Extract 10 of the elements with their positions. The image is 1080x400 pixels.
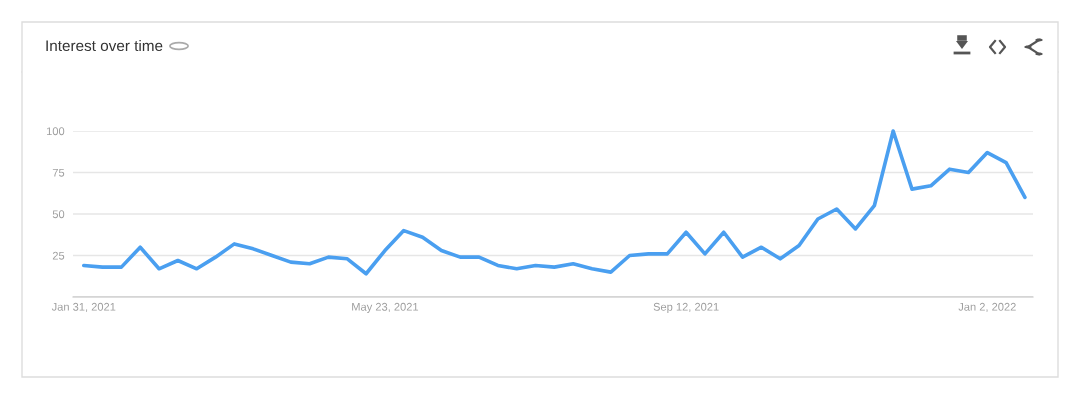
x-tick-label: Jan 31, 2021 (51, 302, 116, 313)
x-tick-label: Jan 2, 2022 (958, 302, 1016, 313)
y-tick-label: 50 (52, 210, 65, 219)
chart-title: Interest over time (46, 39, 163, 52)
line-series (81, 129, 1027, 276)
y-tick-label: 100 (46, 127, 65, 136)
y-tick-label: 25 (52, 251, 65, 260)
x-tick-label: May 23, 2021 (352, 302, 419, 313)
x-tick-label: Sep 12, 2021 (653, 302, 719, 313)
y-tick-label: 75 (52, 168, 65, 177)
